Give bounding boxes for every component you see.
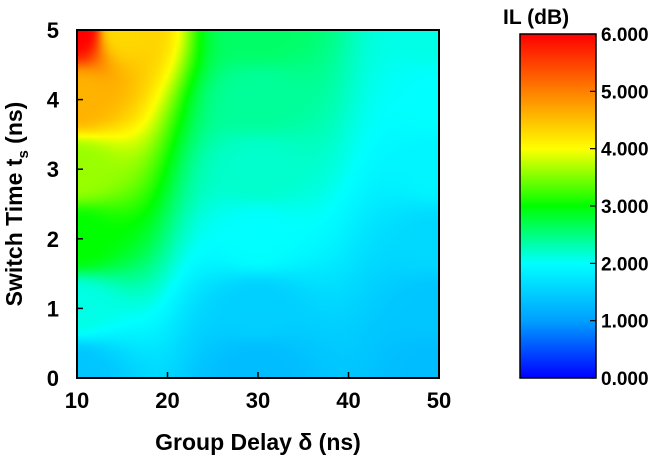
colorbar-tick-label: 4.000 — [601, 140, 649, 161]
y-tick-label: 1 — [47, 296, 59, 321]
x-tick-label: 30 — [246, 388, 270, 413]
colorbar-title: IL (dB) — [503, 6, 569, 29]
x-tick-label: 20 — [155, 388, 179, 413]
colorbar-bar — [519, 33, 597, 379]
colorbar-ticks: 0.000 1.000 2.000 3.000 4.000 5.000 6.000 — [590, 25, 649, 390]
y-tick-label: 5 — [47, 18, 59, 43]
y-axis-ticks: 0 1 2 3 4 5 — [47, 18, 83, 391]
colorbar-tick-label: 5.000 — [601, 82, 649, 103]
y-tick-label: 0 — [47, 366, 59, 391]
x-tick-label: 40 — [336, 388, 360, 413]
x-axis-ticks: 10 20 30 40 50 — [65, 372, 451, 413]
colorbar-tick-label: 1.000 — [601, 312, 649, 333]
y-tick-label: 4 — [47, 88, 60, 113]
colorbar-tick-label: 6.000 — [601, 25, 649, 46]
x-axis-title: Group Delay δ (ns) — [155, 429, 361, 455]
colorbar-tick-label: 3.000 — [601, 197, 649, 218]
y-axis-title-main: Switch Time t — [1, 158, 27, 306]
colorbar-tick-label: 0.000 — [601, 369, 649, 390]
colorbar-tick-label: 2.000 — [601, 254, 649, 275]
heatmap-surface — [77, 30, 439, 378]
y-axis-title: Switch Time ts (ns) — [1, 102, 32, 307]
y-axis-title-subscript: s — [15, 150, 32, 158]
y-axis-title-unit: (ns) — [1, 102, 27, 151]
x-tick-label: 10 — [65, 388, 89, 413]
x-tick-label: 50 — [427, 388, 451, 413]
y-tick-label: 2 — [47, 227, 59, 252]
y-tick-label: 3 — [47, 157, 59, 182]
